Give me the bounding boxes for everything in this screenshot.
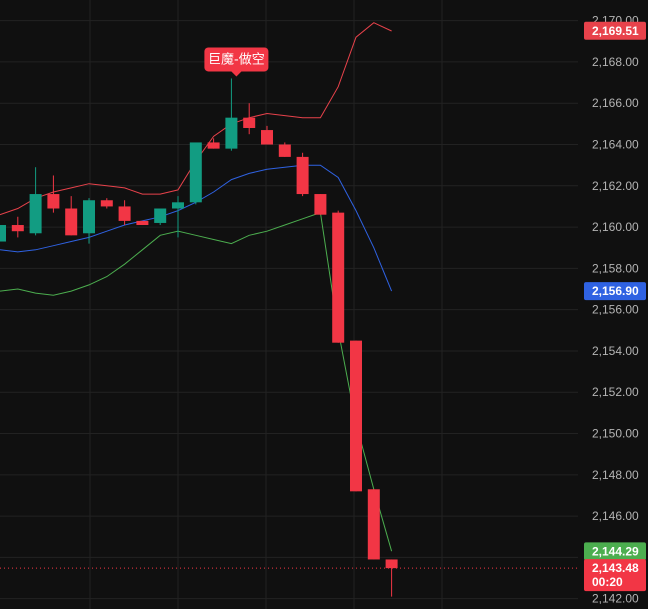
candle-20 (350, 340, 362, 492)
y-tick-label: 2,148.00 (592, 468, 639, 482)
last-price-label: 2,143.48 (592, 561, 639, 575)
grid-lines (0, 0, 578, 609)
annotation-bubble[interactable] (204, 47, 269, 72)
candle-10 (172, 196, 184, 238)
y-tick-label: 2,168.00 (592, 55, 639, 69)
price-tag-label: 2,156.90 (592, 284, 639, 298)
candle-body-11 (189, 142, 202, 203)
y-tick-label: 2,152.00 (592, 385, 639, 399)
candle-2 (29, 167, 42, 236)
candle-1 (11, 216, 24, 238)
price-tag-bg (584, 542, 646, 561)
candle-15 (261, 125, 273, 145)
y-tick-label: 2,158.00 (592, 261, 639, 275)
candle-body-3 (47, 194, 60, 209)
price-tag-label: 2,144.29 (592, 544, 639, 558)
candle-body-20 (350, 340, 362, 492)
y-tick-label: 2,146.00 (592, 509, 639, 523)
y-tick-label: 2,156.00 (592, 303, 639, 317)
price-axis[interactable]: 2,142.002,144.002,146.002,148.002,150.00… (592, 14, 639, 606)
price-tag-2: 2,144.29 (584, 542, 646, 561)
candle-body-12 (207, 142, 220, 149)
candle-7 (118, 200, 131, 226)
candle-body-2 (29, 194, 42, 234)
candle-body-0 (0, 225, 6, 242)
candle-body-10 (172, 202, 184, 209)
candle-body-16 (278, 144, 291, 157)
price-tag-1: 2,156.90 (584, 282, 646, 301)
annotation-pointer (231, 71, 242, 77)
candle-body-6 (100, 200, 113, 207)
candle-body-13 (225, 117, 238, 149)
price-tag-label: 2,169.51 (592, 24, 639, 38)
annotation[interactable]: 巨魔-做空 (204, 47, 269, 77)
candle-body-14 (243, 117, 256, 128)
candle-16 (278, 142, 291, 157)
y-tick-label: 2,164.00 (592, 138, 639, 152)
candle-17 (296, 152, 309, 197)
candles (0, 78, 398, 597)
candle-body-17 (296, 156, 309, 195)
candle-3 (47, 175, 60, 213)
candle-body-7 (118, 206, 131, 221)
candle-11 (189, 142, 202, 205)
candle-19 (332, 210, 345, 343)
price-tag-bg (584, 282, 646, 301)
candle-body-19 (332, 212, 345, 343)
candle-body-15 (261, 130, 273, 145)
candle-13 (225, 78, 238, 151)
candle-body-9 (154, 208, 167, 223)
candle-8 (136, 220, 149, 226)
countdown-label: 00:20 (592, 575, 623, 589)
candle-body-18 (314, 194, 327, 215)
candle-9 (154, 208, 167, 226)
y-tick-label: 2,166.00 (592, 96, 639, 110)
candle-22 (385, 559, 398, 597)
annotation-label: 巨魔-做空 (208, 52, 265, 67)
candle-14 (243, 103, 256, 135)
candle-6 (100, 198, 113, 209)
candle-body-4 (65, 208, 78, 236)
price-tag-0: 2,169.51 (584, 21, 646, 40)
candle-body-8 (136, 220, 149, 226)
candle-body-5 (83, 200, 95, 234)
candle-5 (83, 198, 95, 244)
candle-body-1 (11, 225, 24, 232)
candle-body-22 (385, 559, 398, 569)
y-tick-label: 2,162.00 (592, 179, 639, 193)
candle-18 (314, 194, 327, 215)
candle-body-21 (367, 489, 380, 560)
y-tick-label: 2,150.00 (592, 427, 639, 441)
lower-band-line (0, 211, 393, 552)
candle-4 (65, 196, 78, 236)
candle-12 (207, 138, 220, 149)
candle-21 (367, 489, 380, 560)
y-tick-label: 2,142.00 (592, 592, 639, 606)
candle-0 (0, 225, 6, 242)
y-tick-label: 2,160.00 (592, 220, 639, 234)
price-tag-bg (584, 21, 646, 40)
y-tick-label: 2,154.00 (592, 344, 639, 358)
last-price-tag-bg (584, 559, 646, 592)
